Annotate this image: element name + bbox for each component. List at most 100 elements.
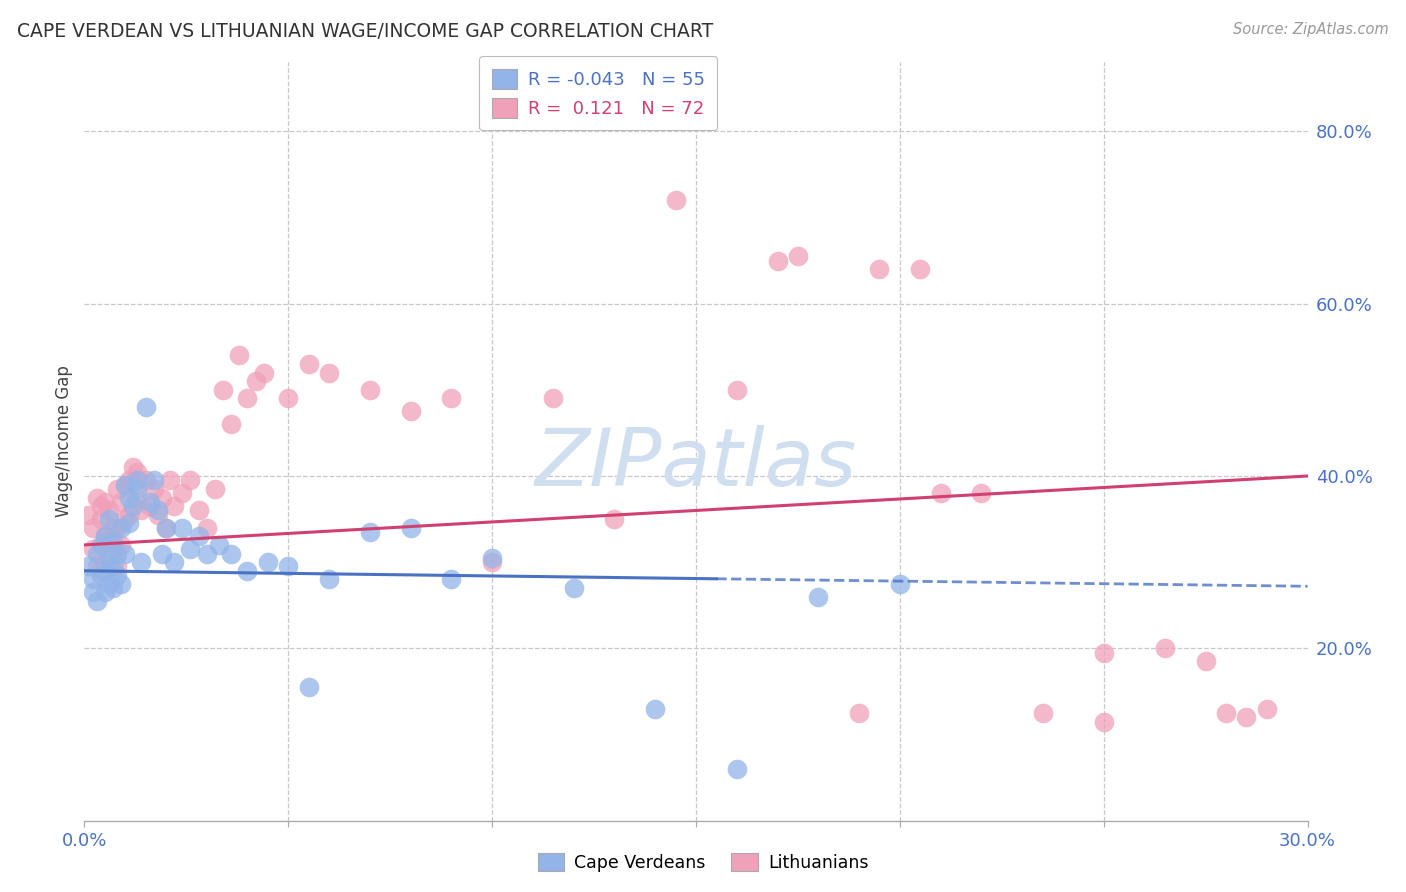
Point [644, 701, 666, 715]
Point [1195, 654, 1218, 668]
Point [208, 538, 231, 552]
Point [179, 473, 201, 487]
Text: CAPE VERDEAN VS LITHUANIAN WAGE/INCOME GAP CORRELATION CHART: CAPE VERDEAN VS LITHUANIAN WAGE/INCOME G… [17, 22, 713, 41]
Point [150, 491, 173, 505]
Point [179, 542, 201, 557]
Point [146, 503, 169, 517]
Point [195, 521, 218, 535]
Point [172, 521, 194, 535]
Point [127, 491, 149, 505]
Point [212, 383, 235, 397]
Point [142, 482, 165, 496]
Point [150, 547, 173, 561]
Point [105, 521, 128, 535]
Point [1256, 701, 1278, 715]
Point [114, 547, 136, 561]
Point [869, 262, 891, 277]
Point [163, 555, 186, 569]
Point [114, 477, 136, 491]
Point [122, 499, 145, 513]
Point [163, 499, 186, 513]
Point [257, 555, 280, 569]
Point [131, 503, 153, 517]
Point [910, 262, 932, 277]
Point [1215, 706, 1237, 720]
Point [219, 417, 242, 432]
Point [142, 473, 165, 487]
Point [105, 482, 128, 496]
Point [359, 383, 381, 397]
Point [195, 547, 218, 561]
Point [399, 404, 422, 418]
Point [101, 542, 124, 557]
Point [159, 473, 181, 487]
Point [82, 521, 104, 535]
Point [245, 374, 267, 388]
Point [236, 392, 259, 406]
Point [82, 573, 104, 587]
Point [1092, 714, 1115, 729]
Point [766, 253, 789, 268]
Point [118, 491, 141, 505]
Point [114, 477, 136, 491]
Point [135, 400, 157, 414]
Point [127, 465, 149, 479]
Point [114, 512, 136, 526]
Point [110, 576, 132, 591]
Point [481, 550, 503, 565]
Point [277, 392, 299, 406]
Point [187, 529, 209, 543]
Text: Source: ZipAtlas.com: Source: ZipAtlas.com [1233, 22, 1389, 37]
Point [110, 495, 132, 509]
Point [1236, 710, 1258, 724]
Point [86, 594, 108, 608]
Point [543, 392, 565, 406]
Point [93, 585, 115, 599]
Point [122, 460, 145, 475]
Legend: Cape Verdeans, Lithuanians: Cape Verdeans, Lithuanians [530, 847, 876, 879]
Point [725, 383, 748, 397]
Point [93, 529, 115, 543]
Point [318, 366, 340, 380]
Point [204, 482, 226, 496]
Point [110, 538, 132, 552]
Point [318, 573, 340, 587]
Point [277, 559, 299, 574]
Point [97, 533, 120, 548]
Point [787, 249, 810, 263]
Point [90, 499, 112, 513]
Point [155, 521, 177, 535]
Point [105, 559, 128, 574]
Point [86, 547, 108, 561]
Point [131, 555, 153, 569]
Point [1154, 641, 1177, 656]
Point [118, 473, 141, 487]
Point [929, 486, 952, 500]
Point [399, 521, 422, 535]
Point [440, 392, 463, 406]
Point [101, 533, 124, 548]
Point [97, 503, 120, 517]
Point [219, 547, 242, 561]
Point [138, 495, 160, 509]
Point [1032, 706, 1054, 720]
Point [105, 547, 128, 561]
Point [807, 590, 830, 604]
Point [889, 576, 911, 591]
Point [93, 495, 115, 509]
Point [105, 568, 128, 582]
Point [253, 366, 276, 380]
Text: ZIPatlas: ZIPatlas [534, 425, 858, 503]
Point [110, 521, 132, 535]
Point [127, 473, 149, 487]
Point [725, 762, 748, 776]
Point [135, 473, 157, 487]
Point [77, 559, 100, 574]
Point [97, 550, 120, 565]
Y-axis label: Wage/Income Gap: Wage/Income Gap [55, 366, 73, 517]
Point [298, 357, 321, 371]
Point [138, 499, 160, 513]
Point [118, 516, 141, 531]
Point [562, 581, 585, 595]
Point [440, 573, 463, 587]
